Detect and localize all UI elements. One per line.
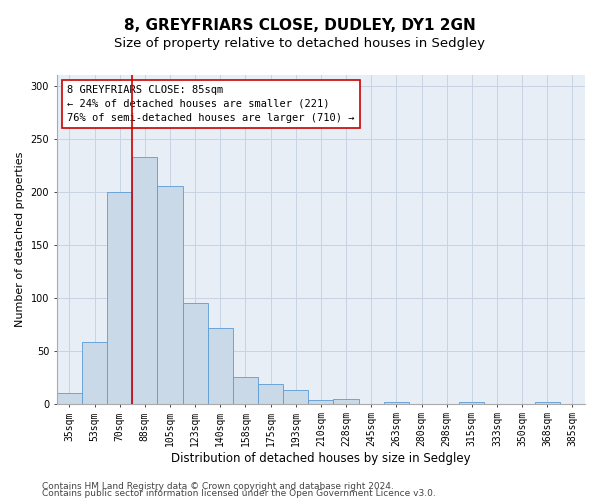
Text: 8 GREYFRIARS CLOSE: 85sqm
← 24% of detached houses are smaller (221)
76% of semi: 8 GREYFRIARS CLOSE: 85sqm ← 24% of detac… bbox=[67, 85, 355, 123]
Bar bbox=[82, 342, 107, 404]
Bar bbox=[182, 303, 208, 404]
Bar bbox=[57, 393, 82, 404]
Text: 8, GREYFRIARS CLOSE, DUDLEY, DY1 2GN: 8, GREYFRIARS CLOSE, DUDLEY, DY1 2GN bbox=[124, 18, 476, 32]
X-axis label: Distribution of detached houses by size in Sedgley: Distribution of detached houses by size … bbox=[171, 452, 471, 465]
Bar bbox=[208, 328, 233, 404]
Bar bbox=[459, 402, 484, 404]
Bar bbox=[233, 377, 258, 404]
Bar bbox=[334, 400, 359, 404]
Bar bbox=[384, 402, 409, 404]
Text: Contains HM Land Registry data © Crown copyright and database right 2024.: Contains HM Land Registry data © Crown c… bbox=[42, 482, 394, 491]
Bar bbox=[258, 384, 283, 404]
Bar bbox=[283, 390, 308, 404]
Bar bbox=[132, 156, 157, 404]
Text: Size of property relative to detached houses in Sedgley: Size of property relative to detached ho… bbox=[115, 38, 485, 51]
Text: Contains public sector information licensed under the Open Government Licence v3: Contains public sector information licen… bbox=[42, 489, 436, 498]
Y-axis label: Number of detached properties: Number of detached properties bbox=[15, 152, 25, 327]
Bar bbox=[308, 400, 334, 404]
Bar bbox=[107, 192, 132, 404]
Bar bbox=[535, 402, 560, 404]
Bar bbox=[157, 186, 182, 404]
